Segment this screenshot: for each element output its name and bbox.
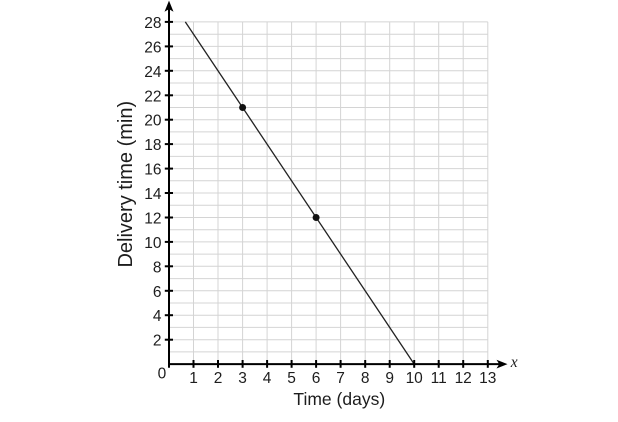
svg-text:10: 10 [406, 370, 424, 387]
svg-text:18: 18 [144, 137, 161, 154]
svg-text:12: 12 [455, 370, 472, 387]
svg-text:8: 8 [153, 259, 162, 276]
svg-text:9: 9 [385, 370, 394, 387]
svg-text:24: 24 [144, 64, 162, 81]
svg-text:14: 14 [144, 186, 162, 203]
svg-text:16: 16 [144, 162, 161, 179]
svg-text:8: 8 [361, 370, 370, 387]
svg-text:1: 1 [189, 370, 198, 387]
svg-text:4: 4 [263, 370, 272, 387]
svg-text:2: 2 [214, 370, 223, 387]
svg-text:3: 3 [238, 370, 247, 387]
svg-text:28: 28 [144, 15, 161, 32]
svg-text:4: 4 [153, 308, 162, 325]
svg-text:0: 0 [158, 366, 167, 383]
svg-text:7: 7 [336, 370, 345, 387]
svg-text:22: 22 [144, 88, 161, 105]
svg-text:26: 26 [144, 39, 161, 56]
svg-text:2: 2 [153, 333, 162, 350]
svg-text:Time (days): Time (days) [293, 389, 385, 409]
svg-text:10: 10 [144, 235, 162, 252]
svg-text:x: x [510, 354, 518, 371]
svg-text:6: 6 [153, 284, 162, 301]
svg-text:12: 12 [144, 211, 161, 228]
svg-text:13: 13 [479, 370, 496, 387]
svg-text:6: 6 [312, 370, 321, 387]
svg-text:20: 20 [144, 113, 162, 130]
svg-text:5: 5 [287, 370, 296, 387]
svg-text:11: 11 [431, 370, 447, 387]
svg-text:Delivery time (min): Delivery time (min) [115, 101, 137, 268]
